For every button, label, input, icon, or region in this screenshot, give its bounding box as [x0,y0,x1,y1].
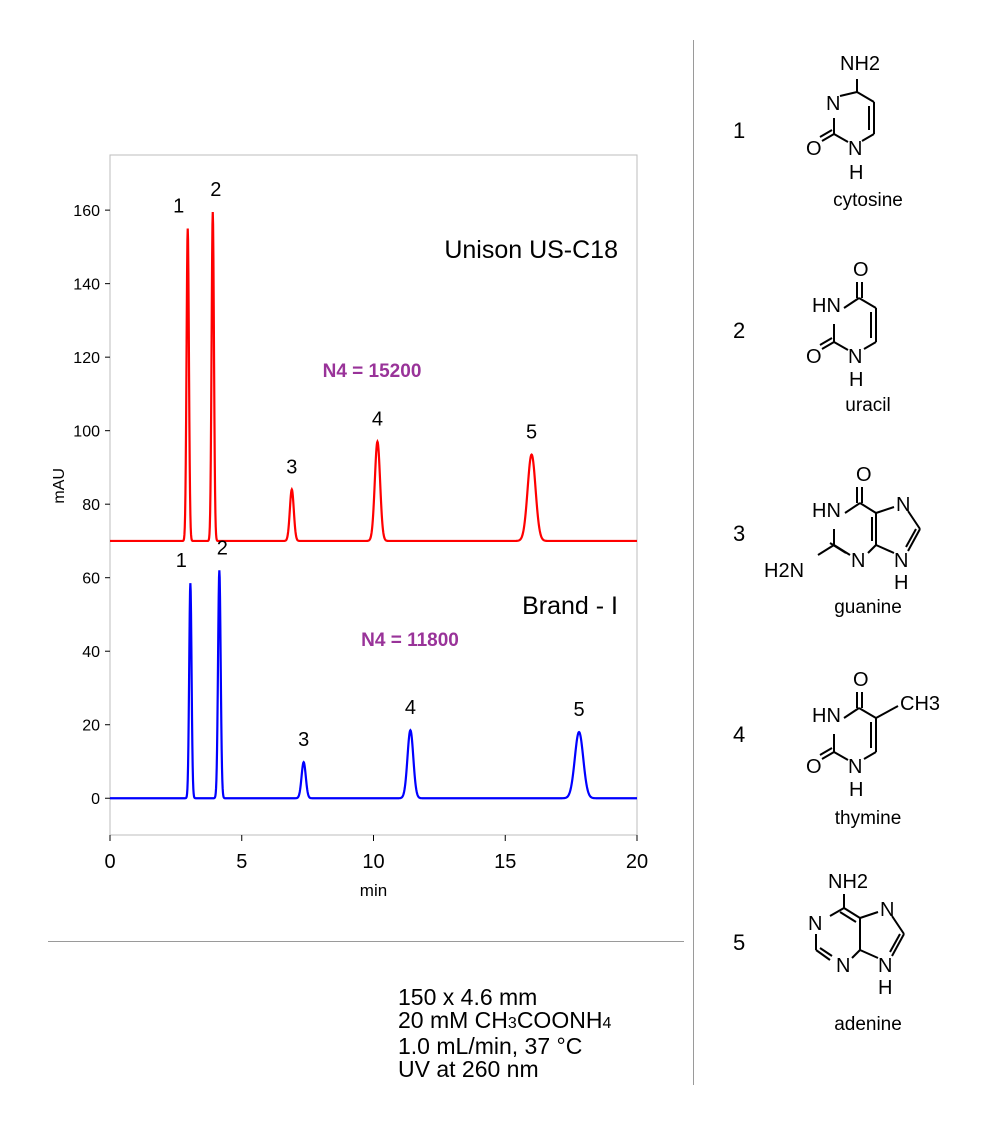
cytosine-oxygen: O [806,138,822,160]
guanine-oxygen: O [856,464,872,486]
y-tick-label: 0 [91,791,100,808]
chromatogram-trace [110,211,637,543]
thymine-structure: O HN CH3 O N H [806,669,940,801]
x-tick-label: 15 [494,851,516,873]
efficiency-label: N4 = 15200 [323,361,422,382]
series-2: 1 2 3 4 5 Brand - I N4 = 11800 [110,537,637,800]
efficiency-label: N4 = 11800 [361,630,459,651]
peak-label: 5 [526,422,537,444]
compound-number: 1 [733,118,746,143]
guanine-n9-h: H [894,572,908,594]
adenine-n9: N [878,955,892,977]
peak-label: 2 [210,179,221,201]
y-tick-label: 60 [82,571,100,588]
compound-name-uracil: uracil [845,395,891,416]
chromatogram-chart: 0 5 10 15 20020406080100120140160minmAU12345… [51,154,648,900]
x-tick-label: 0 [104,851,115,873]
peak-label: 3 [286,456,297,478]
x-axis-label: min [360,881,387,900]
compound-number: 2 [733,318,746,343]
y-tick-label: 160 [73,203,100,220]
chromatogram-trace [110,570,637,800]
uracil-oxygen: O [806,346,822,368]
compound-number: 5 [733,930,746,955]
guanine-structure: O HN N H2N N N H [764,464,921,594]
compound-name-guanine: guanine [834,597,902,618]
peak-label: 1 [176,550,187,572]
y-tick-label: 140 [73,277,100,294]
compound-number: 4 [733,722,746,747]
x-tick-label: 20 [626,851,648,873]
guanine-h2n: H2N [764,560,804,582]
cytosine-ring-n: N [826,93,840,115]
uracil-nh-h: H [849,369,863,391]
cytosine-amine-label: NH2 [840,53,880,75]
guanine-n7: N [896,494,910,516]
guanine-hn: HN [812,500,841,522]
mobile-phase: 20 mM CH3COONH4 [398,1007,612,1033]
compound-name-thymine: thymine [834,808,902,829]
method-conditions: 150 x 4.6 mm 20 mM CH3COONH4 1.0 mL/min,… [398,986,611,1081]
compound-number: 3 [733,521,746,546]
column-dimensions: 150 x 4.6 mm [398,984,538,1010]
compound-name-cytosine: cytosine [833,190,903,211]
peak-label: 4 [405,697,416,719]
vertical-divider [693,40,694,1085]
y-tick-label: 120 [73,350,100,367]
series-name-label: Unison US-C18 [444,236,618,264]
detection: UV at 260 nm [398,1056,539,1082]
adenine-n9-h: H [878,977,892,999]
peak-label: 2 [217,537,228,559]
peak-label: 4 [372,409,383,431]
y-tick-label: 40 [82,644,100,661]
y-tick-label: 80 [82,497,100,514]
uracil-hn: HN [812,295,841,317]
y-tick-label: 20 [82,718,100,735]
peak-label: 1 [173,196,184,218]
thymine-nh-h: H [849,779,863,801]
cytosine-structure: NH2 N O N H [806,53,880,184]
horizontal-divider [48,941,684,942]
thymine-oxygen: O [806,756,822,778]
cytosine-nh-h: H [849,162,863,184]
series-1: 1 2 3 4 5 Unison US-C18 N4 = 15200 [110,179,637,543]
peak-label: 3 [298,729,309,751]
flow-temperature: 1.0 mL/min, 37 °C [398,1033,583,1059]
guanine-n9: N [894,550,908,572]
adenine-n1: N [808,913,822,935]
adenine-n7: N [880,899,894,921]
guanine-n3: N [851,550,865,572]
uracil-oxygen-top: O [853,259,869,281]
peak-label: 5 [573,699,584,721]
y-tick-label: 100 [73,424,100,441]
thymine-nh-n: N [848,756,862,778]
x-tick-label: 10 [362,851,384,873]
uracil-structure: O HN O N H [806,259,877,391]
thymine-oxygen-top: O [853,669,869,691]
compound-name-adenine: adenine [834,1014,902,1035]
thymine-hn: HN [812,705,841,727]
adenine-amine-label: NH2 [828,871,868,893]
adenine-n3: N [836,955,850,977]
x-tick-label: 5 [236,851,247,873]
uracil-nh-n: N [848,346,862,368]
adenine-structure: NH2 N N N N H [808,871,905,999]
thymine-methyl: CH3 [900,693,940,715]
series-name-label: Brand - I [522,592,618,620]
y-axis-label: mAU [51,468,68,504]
cytosine-nh-n: N [848,138,862,160]
